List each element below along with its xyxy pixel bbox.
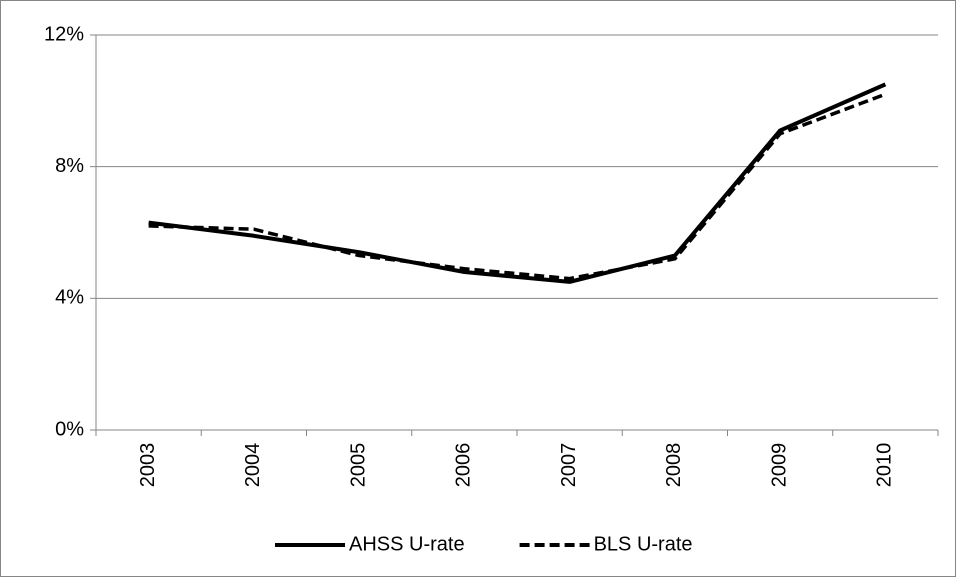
x-tick-label: 2009 [768,443,790,488]
x-tick-label: 2003 [137,443,159,488]
x-tick-label: 2006 [453,443,475,488]
x-tick-label: 2004 [242,443,264,488]
y-tick-label: 4% [55,287,84,309]
data-line [148,92,886,281]
y-tick-label: 12% [44,23,84,45]
y-tick-label: 0% [55,418,84,440]
legend-label: BLS U-rate [594,533,693,555]
legend-label: AHSS U-rate [349,533,465,555]
x-tick-label: 2008 [663,443,685,488]
data-line [148,82,887,284]
y-tick-label: 8% [55,155,84,177]
x-tick-label: 2007 [558,443,580,488]
x-tick-label: 2005 [347,443,369,488]
x-tick-label: 2010 [874,443,896,488]
